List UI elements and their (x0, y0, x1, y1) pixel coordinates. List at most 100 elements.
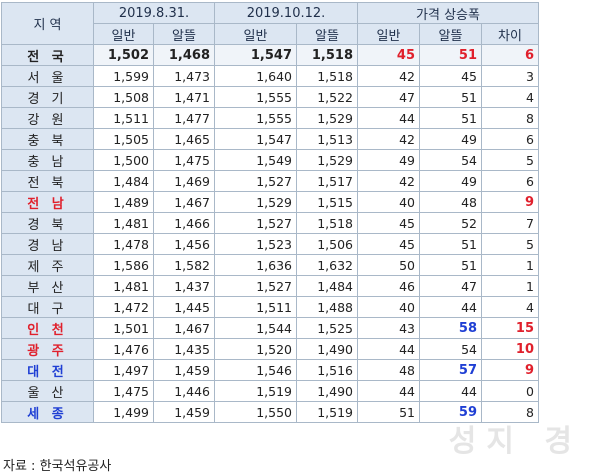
value-cell: 44 (419, 296, 482, 318)
value-cell: 1,501 (93, 317, 154, 339)
value-cell: 15 (481, 317, 539, 339)
value-cell: 1,467 (153, 191, 215, 213)
value-cell: 1,484 (296, 275, 358, 297)
fuel-price-table: 지 역 2019.8.31. 2019.10.12. 가격 상승폭 일반 알뜰 일반… (1, 2, 599, 423)
value-cell: 42 (357, 128, 420, 150)
value-cell: 1,478 (93, 233, 154, 255)
table-row: 경 기 1,508 1,471 1,555 1,522 47 51 4 (1, 86, 599, 108)
table-row: 서 울 1,599 1,473 1,640 1,518 42 45 3 (1, 65, 599, 87)
value-cell: 45 (357, 233, 420, 255)
value-cell: 1,522 (296, 86, 358, 108)
value-cell: 50 (357, 254, 420, 276)
region-cell: 서 울 (1, 65, 94, 87)
value-cell: 1,520 (214, 338, 297, 360)
value-cell: 1,484 (93, 170, 154, 192)
table-row: 충 북 1,505 1,465 1,547 1,513 42 49 6 (1, 128, 599, 150)
value-cell: 1,582 (153, 254, 215, 276)
region-cell: 전 국 (1, 44, 94, 66)
value-cell: 1,469 (153, 170, 215, 192)
header-date-2: 2019.10.12. (214, 2, 358, 24)
value-cell: 1,529 (296, 107, 358, 129)
table-row: 강 원 1,511 1,477 1,555 1,529 44 51 8 (1, 107, 599, 129)
value-cell: 48 (357, 359, 420, 381)
value-cell: 47 (419, 275, 482, 297)
value-cell: 1,517 (296, 170, 358, 192)
value-cell: 1,518 (296, 212, 358, 234)
value-cell: 44 (357, 107, 420, 129)
value-cell: 1,488 (296, 296, 358, 318)
value-cell: 54 (419, 149, 482, 171)
price-table-container: 지 역 2019.8.31. 2019.10.12. 가격 상승폭 일반 알뜰 일반… (1, 2, 599, 423)
table-row: 인 천 1,501 1,467 1,544 1,525 43 58 15 (1, 317, 599, 339)
header-region: 지 역 (1, 2, 94, 45)
value-cell: 42 (357, 65, 420, 87)
value-cell: 51 (419, 254, 482, 276)
value-cell: 1,516 (296, 359, 358, 381)
region-cell: 대 전 (1, 359, 94, 381)
value-cell: 1,527 (214, 212, 297, 234)
value-cell: 1 (481, 275, 539, 297)
value-cell: 40 (357, 191, 420, 213)
region-cell: 대 구 (1, 296, 94, 318)
table-row: 전 남 1,489 1,467 1,529 1,515 40 48 9 (1, 191, 599, 213)
subheader-2: 일반 (214, 23, 297, 45)
value-cell: 5 (481, 149, 539, 171)
value-cell: 1,497 (93, 359, 154, 381)
value-cell: 51 (419, 107, 482, 129)
value-cell: 46 (357, 275, 420, 297)
region-cell: 전 북 (1, 170, 94, 192)
value-cell: 6 (481, 44, 539, 66)
value-cell: 8 (481, 107, 539, 129)
value-cell: 51 (357, 401, 420, 423)
value-cell: 1,525 (296, 317, 358, 339)
value-cell: 1,467 (153, 317, 215, 339)
table-row: 대 구 1,472 1,445 1,511 1,488 40 44 4 (1, 296, 599, 318)
value-cell: 1,636 (214, 254, 297, 276)
value-cell: 1,518 (296, 44, 358, 66)
value-cell: 49 (357, 149, 420, 171)
value-cell: 1,465 (153, 128, 215, 150)
value-cell: 1,489 (93, 191, 154, 213)
value-cell: 1,500 (93, 149, 154, 171)
value-cell: 42 (357, 170, 420, 192)
header-increase: 가격 상승폭 (357, 2, 539, 24)
value-cell: 1,475 (153, 149, 215, 171)
region-cell: 경 기 (1, 86, 94, 108)
table-row: 대 전 1,497 1,459 1,546 1,516 48 57 9 (1, 359, 599, 381)
subheader-5: 알뜰 (419, 23, 482, 45)
value-cell: 5 (481, 233, 539, 255)
value-cell: 51 (419, 44, 482, 66)
table-row: 전 국 1,502 1,468 1,547 1,518 45 51 6 (1, 44, 599, 66)
value-cell: 51 (419, 233, 482, 255)
subheader-4: 일반 (357, 23, 420, 45)
value-cell: 44 (419, 380, 482, 402)
value-cell: 1,473 (153, 65, 215, 87)
value-cell: 1,508 (93, 86, 154, 108)
value-cell: 1,435 (153, 338, 215, 360)
region-cell: 부 산 (1, 275, 94, 297)
value-cell: 57 (419, 359, 482, 381)
value-cell: 1,471 (153, 86, 215, 108)
table-row: 경 북 1,481 1,466 1,527 1,518 45 52 7 (1, 212, 599, 234)
value-cell: 1,477 (153, 107, 215, 129)
value-cell: 1,527 (214, 170, 297, 192)
value-cell: 1,546 (214, 359, 297, 381)
value-cell: 1,555 (214, 107, 297, 129)
table-row: 광 주 1,476 1,435 1,520 1,490 44 54 10 (1, 338, 599, 360)
table-row: 울 산 1,475 1,446 1,519 1,490 44 44 0 (1, 380, 599, 402)
value-cell: 1,513 (296, 128, 358, 150)
table-row: 경 남 1,478 1,456 1,523 1,506 45 51 5 (1, 233, 599, 255)
value-cell: 1,555 (214, 86, 297, 108)
subheader-6: 차이 (481, 23, 539, 45)
value-cell: 9 (481, 191, 539, 213)
value-cell: 1,459 (153, 401, 215, 423)
value-cell: 1,456 (153, 233, 215, 255)
value-cell: 51 (419, 86, 482, 108)
value-cell: 54 (419, 338, 482, 360)
region-cell: 전 남 (1, 191, 94, 213)
value-cell: 1,547 (214, 44, 297, 66)
value-cell: 1,586 (93, 254, 154, 276)
region-cell: 세 종 (1, 401, 94, 423)
table-row: 부 산 1,481 1,437 1,527 1,484 46 47 1 (1, 275, 599, 297)
value-cell: 45 (357, 212, 420, 234)
